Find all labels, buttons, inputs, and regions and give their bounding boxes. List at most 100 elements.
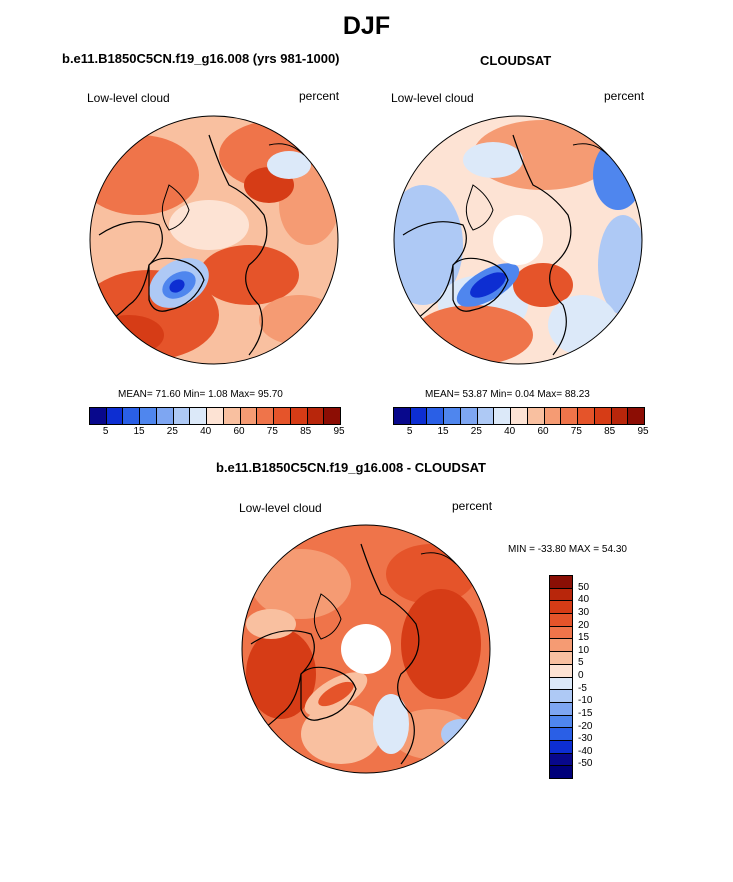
colorbar-tick-label: 10 (578, 644, 590, 656)
colorbar-segment (106, 408, 124, 424)
colorbar-tick-label: -50 (578, 758, 593, 770)
stats-model: MEAN= 71.60 Min= 1.08 Max= 95.70 (118, 389, 283, 400)
colorbar-tick-label: -30 (578, 733, 593, 745)
colorbar-segment (190, 408, 208, 424)
colorbar-tick-label: 75 (266, 426, 278, 437)
colorbar-segment (550, 740, 572, 754)
panel-title-model: b.e11.B1850C5CN.f19_g16.008 (yrs 981-100… (62, 51, 340, 66)
colorbar-segment (550, 728, 572, 741)
colorbar-segment (550, 715, 572, 729)
colorbar-tick-label: 95 (637, 426, 649, 437)
min-value: 0.04 (515, 389, 535, 400)
units-label-model: percent (299, 89, 340, 103)
colorbar-segment (410, 408, 428, 424)
mean-label: MEAN= (118, 389, 153, 400)
colorbar-segment (550, 652, 572, 665)
max-value: 95.70 (257, 389, 283, 400)
mean-label: MEAN= (425, 389, 460, 400)
colorbar-tick-label: -10 (578, 695, 593, 707)
colorbar-tick-label: 30 (578, 606, 590, 618)
mean-value: 53.87 (462, 389, 488, 400)
colorbar-tick-label: 0 (578, 670, 584, 681)
colorbar-segment (594, 408, 612, 424)
colorbar-segment (550, 766, 572, 778)
colorbar-tick-label: -15 (578, 707, 593, 719)
min-label: Min= (183, 389, 206, 400)
colorbar-ticks-obs: 5 15 25 40 60 75 85 95 (393, 426, 649, 440)
colorbar-segment (460, 408, 478, 424)
colorbar-segment (207, 408, 224, 424)
colorbar-segment (173, 408, 191, 424)
panel-title-diff: b.e11.B1850C5CN.f19_g16.008 - CLOUDSAT (216, 460, 486, 475)
colorbar-segment (561, 408, 579, 424)
colorbar-segment (223, 408, 241, 424)
max-label: Max= (230, 389, 256, 400)
colorbar-segment (550, 677, 572, 691)
figure-title: DJF (342, 12, 391, 40)
colorbar-tick-label: -40 (578, 745, 593, 757)
variable-label-model: Low-level cloud (87, 91, 170, 105)
colorbar-segment (550, 576, 572, 589)
units-label-diff: percent (452, 499, 493, 513)
colorbar-segment (611, 408, 629, 424)
colorbar-tick-label: 40 (200, 426, 212, 437)
colorbar-segment (257, 408, 275, 424)
colorbar-tick-label: 5 (578, 657, 584, 669)
minmax-diff: MIN = -33.80 MAX = 54.30 (508, 544, 627, 555)
colorbar-segment (511, 408, 528, 424)
colorbar-tick-label: 40 (504, 426, 516, 437)
colorbar-segment (550, 639, 572, 653)
colorbar-segment (123, 408, 141, 424)
colorbar-segment (290, 408, 308, 424)
max-label: Max= (537, 389, 563, 400)
colorbar-segment (494, 408, 512, 424)
colorbar-tick-label: 75 (570, 426, 582, 437)
units-label-obs: percent (604, 89, 645, 103)
polar-map-obs (393, 115, 643, 365)
colorbar-segment (307, 408, 325, 424)
colorbar-tick-label: 15 (578, 632, 590, 644)
stats-obs: MEAN= 53.87 Min= 0.04 Max= 88.23 (425, 389, 590, 400)
colorbar-segment (156, 408, 174, 424)
polar-map-model (89, 115, 339, 365)
colorbar-segment (394, 408, 411, 424)
variable-label-obs: Low-level cloud (391, 91, 474, 105)
colorbar-segment (427, 408, 445, 424)
colorbar-segment (550, 588, 572, 602)
colorbar-segment (550, 601, 572, 615)
colorbar-ticks-diff: 50 40 30 20 15 10 5 0 -5 -10 -15 -20 -30 -40 -50 (578, 575, 618, 777)
panel-title-obs: CLOUDSAT (480, 53, 552, 68)
variable-label-diff: Low-level cloud (239, 501, 322, 515)
colorbar-segment (550, 690, 572, 703)
colorbar-obs (393, 407, 645, 425)
colorbar-tick-label: 5 (406, 426, 413, 437)
colorbar-segment (274, 408, 291, 424)
colorbar-tick-label: 95 (333, 426, 345, 437)
colorbar-segment (140, 408, 157, 424)
colorbar-tick-label: 85 (300, 426, 312, 437)
colorbar-segment (477, 408, 495, 424)
colorbar-model (89, 407, 341, 425)
mean-value: 71.60 (155, 389, 181, 400)
colorbar-segment (240, 408, 258, 424)
colorbar-tick-label: 50 (578, 581, 590, 593)
colorbar-segment (550, 664, 572, 678)
colorbar-segment (324, 408, 341, 424)
colorbar-ticks-model: 5 15 25 40 60 75 85 95 (89, 426, 345, 440)
colorbar-segment (550, 626, 572, 640)
colorbar-diff (549, 575, 573, 779)
colorbar-tick-label: 85 (604, 426, 616, 437)
colorbar-segment (628, 408, 645, 424)
colorbar-segment (550, 753, 572, 767)
min-value: 1.08 (208, 389, 228, 400)
colorbar-tick-label: 20 (578, 619, 590, 631)
colorbar-segment (527, 408, 545, 424)
colorbar-tick-label: 40 (578, 594, 590, 606)
colorbar-segment (90, 408, 107, 424)
colorbar-tick-label: -20 (578, 720, 593, 732)
colorbar-tick-label: 60 (537, 426, 549, 437)
colorbar-segment (550, 614, 572, 627)
max-value: 88.23 (564, 389, 590, 400)
colorbar-tick-label: 60 (233, 426, 245, 437)
colorbar-segment (444, 408, 461, 424)
